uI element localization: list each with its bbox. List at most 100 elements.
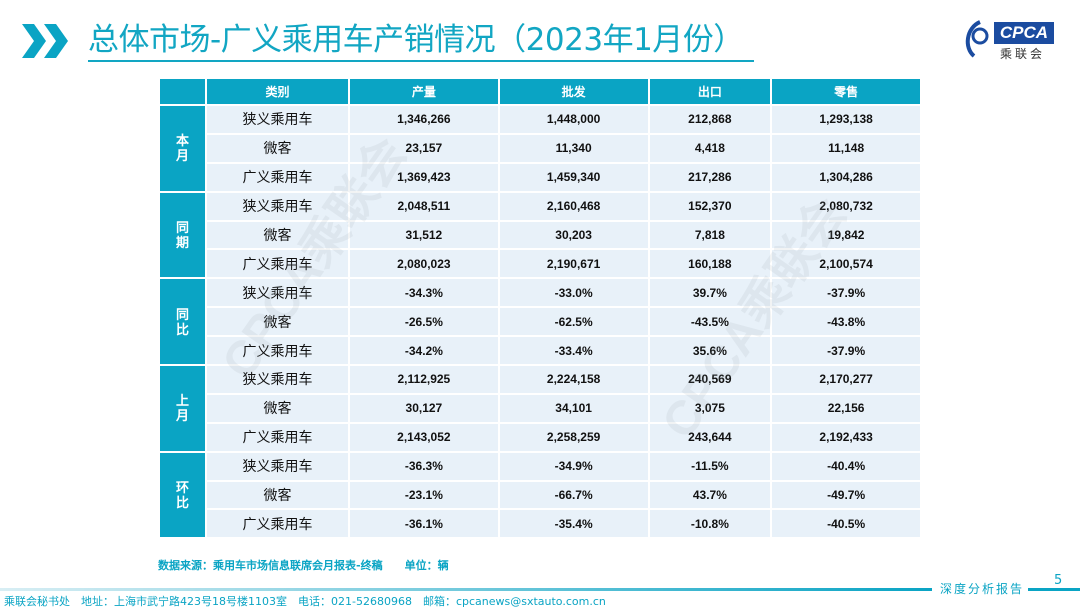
- value-cell: -34.2%: [348, 335, 500, 367]
- market-table: 类别 产量 批发 出口 零售 本月狭义乘用车 1,346,266 1,448,000 212,…: [158, 79, 922, 540]
- value-cell: 30,203: [497, 219, 650, 251]
- value-cell: 2,224,158: [497, 364, 650, 395]
- double-chevron-icon: [22, 24, 68, 58]
- category-cell: 狭义乘用车: [205, 450, 350, 482]
- logo-text: CPCA: [994, 22, 1054, 44]
- footer-divider: [1028, 588, 1080, 591]
- category-cell: 狭义乘用车: [205, 190, 350, 222]
- value-cell: 152,370: [647, 190, 773, 222]
- value-cell: 243,644: [647, 421, 773, 453]
- table-row: 本月狭义乘用车 1,346,266 1,448,000 212,868 1,293,13…: [158, 104, 922, 193]
- cpca-logo: CPCA 乘联会: [960, 18, 1060, 64]
- value-cell: 2,258,259: [497, 421, 650, 453]
- group-label: 同期: [158, 190, 207, 280]
- report-tag: 深度分析报告: [940, 582, 1025, 596]
- table-row: 广义乘用车 1,369,423 1,459,340 217,286 1,304,286: [159, 161, 922, 193]
- value-cell: 31,512: [348, 219, 500, 251]
- category-cell: 微客: [205, 479, 350, 511]
- logo-sub: 乘联会: [1000, 47, 1046, 61]
- table-row: 微客 31,512 30,203 7,818 19,842: [159, 219, 922, 251]
- table-row: 微客 -23.1% -66.7% 43.7% -49.7%: [159, 479, 922, 511]
- value-cell: -49.7%: [770, 479, 922, 511]
- category-cell: 广义乘用车: [205, 161, 350, 193]
- value-cell: 22,156: [770, 392, 922, 424]
- value-cell: -37.9%: [770, 335, 922, 367]
- column-header: 零售: [770, 79, 922, 106]
- table-row: 广义乘用车 -34.2% -33.4% 35.6% -37.9%: [159, 335, 922, 367]
- category-cell: 广义乘用车: [205, 421, 350, 453]
- value-cell: 35.6%: [647, 335, 773, 367]
- value-cell: -26.5%: [348, 306, 500, 338]
- value-cell: 39.7%: [647, 277, 773, 309]
- value-cell: 1,304,286: [770, 161, 922, 193]
- footer-contact: 乘联会秘书处 地址：上海市武宁路423号18号楼1103室 电话：021-526…: [4, 595, 606, 608]
- category-cell: 狭义乘用车: [205, 364, 350, 395]
- value-cell: 2,100,574: [770, 248, 922, 280]
- value-cell: 34,101: [497, 392, 650, 424]
- value-cell: -33.0%: [497, 277, 650, 309]
- table-row: 广义乘用车 2,080,023 2,190,671 160,188 2,100,574: [159, 248, 922, 280]
- value-cell: 7,818: [647, 219, 773, 251]
- page-number: 5: [1054, 573, 1063, 588]
- value-cell: 2,080,732: [770, 190, 922, 222]
- value-cell: -43.5%: [647, 306, 773, 338]
- table-row: 广义乘用车 -36.1% -35.4% -10.8% -40.5%: [159, 508, 922, 540]
- value-cell: -36.3%: [348, 450, 500, 482]
- value-cell: 1,459,340: [497, 161, 650, 193]
- group-label: 同比: [158, 277, 207, 367]
- value-cell: 30,127: [348, 392, 500, 424]
- table-row: 微客 23,157 11,340 4,418 11,148: [159, 132, 922, 164]
- value-cell: 160,188: [647, 248, 773, 280]
- value-cell: 1,293,138: [770, 104, 922, 135]
- category-cell: 狭义乘用车: [205, 277, 350, 309]
- value-cell: 2,170,277: [770, 364, 922, 395]
- value-cell: -23.1%: [348, 479, 500, 511]
- category-cell: 广义乘用车: [205, 248, 350, 280]
- value-cell: 240,569: [647, 364, 773, 395]
- value-cell: 19,842: [770, 219, 922, 251]
- value-cell: -35.4%: [497, 508, 650, 540]
- value-cell: 43.7%: [647, 479, 773, 511]
- value-cell: 2,080,023: [348, 248, 500, 280]
- value-cell: -34.9%: [497, 450, 650, 482]
- value-cell: -40.5%: [770, 508, 922, 540]
- column-header: 出口: [647, 79, 773, 106]
- value-cell: 1,346,266: [348, 104, 500, 135]
- column-header: [158, 79, 207, 106]
- value-cell: 4,418: [647, 132, 773, 164]
- value-cell: 3,075: [647, 392, 773, 424]
- table-row: 广义乘用车 2,143,052 2,258,259 243,644 2,192,433: [159, 421, 922, 453]
- table-row: 同期狭义乘用车 2,048,511 2,160,468 152,370 2,080,73…: [158, 190, 922, 280]
- value-cell: 1,448,000: [497, 104, 650, 135]
- table-row: 微客 -26.5% -62.5% -43.5% -43.8%: [159, 306, 922, 338]
- table-row: 环比狭义乘用车 -36.3% -34.9% -11.5% -40.4%: [158, 450, 922, 540]
- group-label: 本月: [158, 104, 207, 193]
- group-label: 上月: [158, 364, 207, 453]
- value-cell: 2,048,511: [348, 190, 500, 222]
- value-cell: 2,112,925: [348, 364, 500, 395]
- table-row: 同比狭义乘用车 -34.3% -33.0% 39.7% -37.9%: [158, 277, 922, 367]
- value-cell: 217,286: [647, 161, 773, 193]
- value-cell: 11,340: [497, 132, 650, 164]
- column-header: 类别: [205, 79, 350, 106]
- value-cell: -40.4%: [770, 450, 922, 482]
- value-cell: 212,868: [647, 104, 773, 135]
- category-cell: 微客: [205, 219, 350, 251]
- table-row: 上月狭义乘用车 2,112,925 2,224,158 240,569 2,170,27…: [158, 364, 922, 453]
- page-title: 总体市场-广义乘用车产销情况（2023年1月份）: [88, 20, 754, 62]
- value-cell: 11,148: [770, 132, 922, 164]
- category-cell: 狭义乘用车: [205, 104, 350, 135]
- table-header-row: 类别 产量 批发 出口 零售: [158, 79, 922, 106]
- category-cell: 广义乘用车: [205, 508, 350, 540]
- data-source: 数据来源：乘用车市场信息联席会月报表-终稿 单位：辆: [158, 559, 449, 572]
- category-cell: 微客: [205, 392, 350, 424]
- value-cell: 2,160,468: [497, 190, 650, 222]
- value-cell: 2,190,671: [497, 248, 650, 280]
- value-cell: -66.7%: [497, 479, 650, 511]
- category-cell: 广义乘用车: [205, 335, 350, 367]
- value-cell: -43.8%: [770, 306, 922, 338]
- value-cell: 2,143,052: [348, 421, 500, 453]
- footer-divider: [0, 588, 932, 591]
- logo-mark-icon: [965, 20, 989, 58]
- value-cell: -36.1%: [348, 508, 500, 540]
